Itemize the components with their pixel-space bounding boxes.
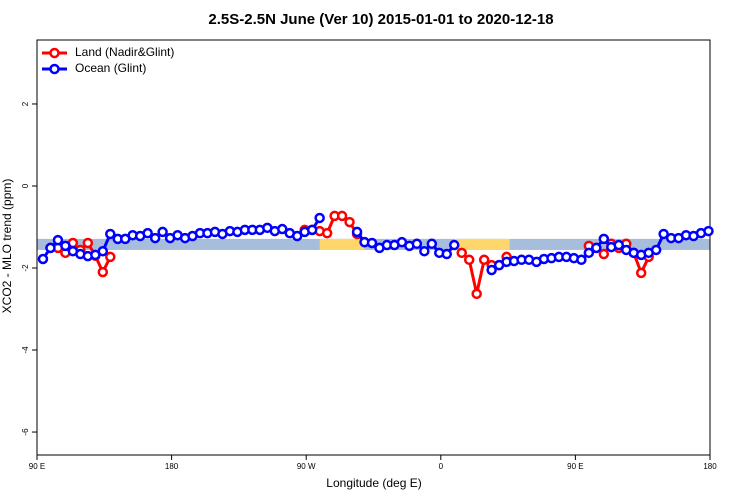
data-point: [321, 227, 333, 239]
data-point: [486, 264, 497, 276]
data-point: [703, 225, 714, 237]
data-point: [306, 224, 318, 236]
data-point: [576, 254, 587, 266]
x-tick-label: 180: [703, 462, 717, 471]
legend-marker: [49, 63, 60, 75]
data-point: [142, 227, 153, 239]
plot-frame: [36, 39, 711, 456]
data-point: [37, 253, 49, 265]
data-point: [583, 247, 595, 259]
legend-label: Land (Nadir&Glint): [75, 45, 174, 59]
data-point: [97, 245, 109, 257]
data-point: [105, 251, 116, 263]
data-point: [60, 240, 71, 252]
x-tick-label: 90 E: [29, 462, 45, 471]
x-tick-label: 180: [165, 462, 179, 471]
y-axis-label: XCO2 - MLO trend (ppm): [0, 179, 14, 314]
data-point: [471, 288, 482, 300]
data-point: [351, 226, 363, 238]
y-tick-label: -4: [21, 346, 30, 354]
x-axis-label: Longitude (deg E): [326, 476, 421, 490]
legend-marker: [49, 47, 60, 59]
highlight-range: [319, 238, 365, 250]
data-point: [314, 212, 325, 224]
y-tick-label: 2: [21, 101, 30, 106]
data-point: [105, 228, 116, 240]
data-point: [344, 216, 355, 228]
data-point: [45, 242, 56, 254]
data-point: [157, 226, 168, 238]
data-point: [366, 237, 378, 249]
y-tick-label: -2: [21, 264, 30, 272]
highlight-range: [454, 238, 510, 250]
x-tick-label: 0: [439, 462, 444, 471]
x-tick-label: 90 W: [297, 462, 316, 471]
data-point: [463, 254, 475, 266]
data-point: [277, 223, 288, 235]
data-point: [598, 248, 610, 260]
legend-label: Ocean (Glint): [75, 61, 146, 75]
data-point: [658, 228, 669, 240]
data-point: [441, 248, 453, 260]
data-point: [426, 238, 438, 250]
y-tick-label: -6: [21, 428, 30, 436]
data-point: [411, 238, 423, 250]
data-point: [598, 233, 610, 245]
data-point: [336, 210, 348, 222]
data-point: [613, 239, 625, 251]
data-point: [149, 232, 161, 244]
y-tick-label: 0: [21, 183, 30, 188]
data-point: [419, 245, 430, 257]
data-point: [635, 267, 647, 279]
chart-title: 2.5S-2.5N June (Ver 10) 2015-01-01 to 20…: [208, 11, 553, 28]
data-point: [650, 244, 662, 256]
data-point: [52, 234, 64, 246]
data-point: [591, 242, 602, 254]
data-point: [97, 266, 109, 278]
data-point: [456, 247, 467, 259]
data-point: [291, 230, 303, 242]
data-point: [82, 237, 94, 249]
x-tick-label: 90 E: [567, 462, 583, 471]
data-point: [449, 239, 460, 251]
data-point: [478, 254, 490, 266]
